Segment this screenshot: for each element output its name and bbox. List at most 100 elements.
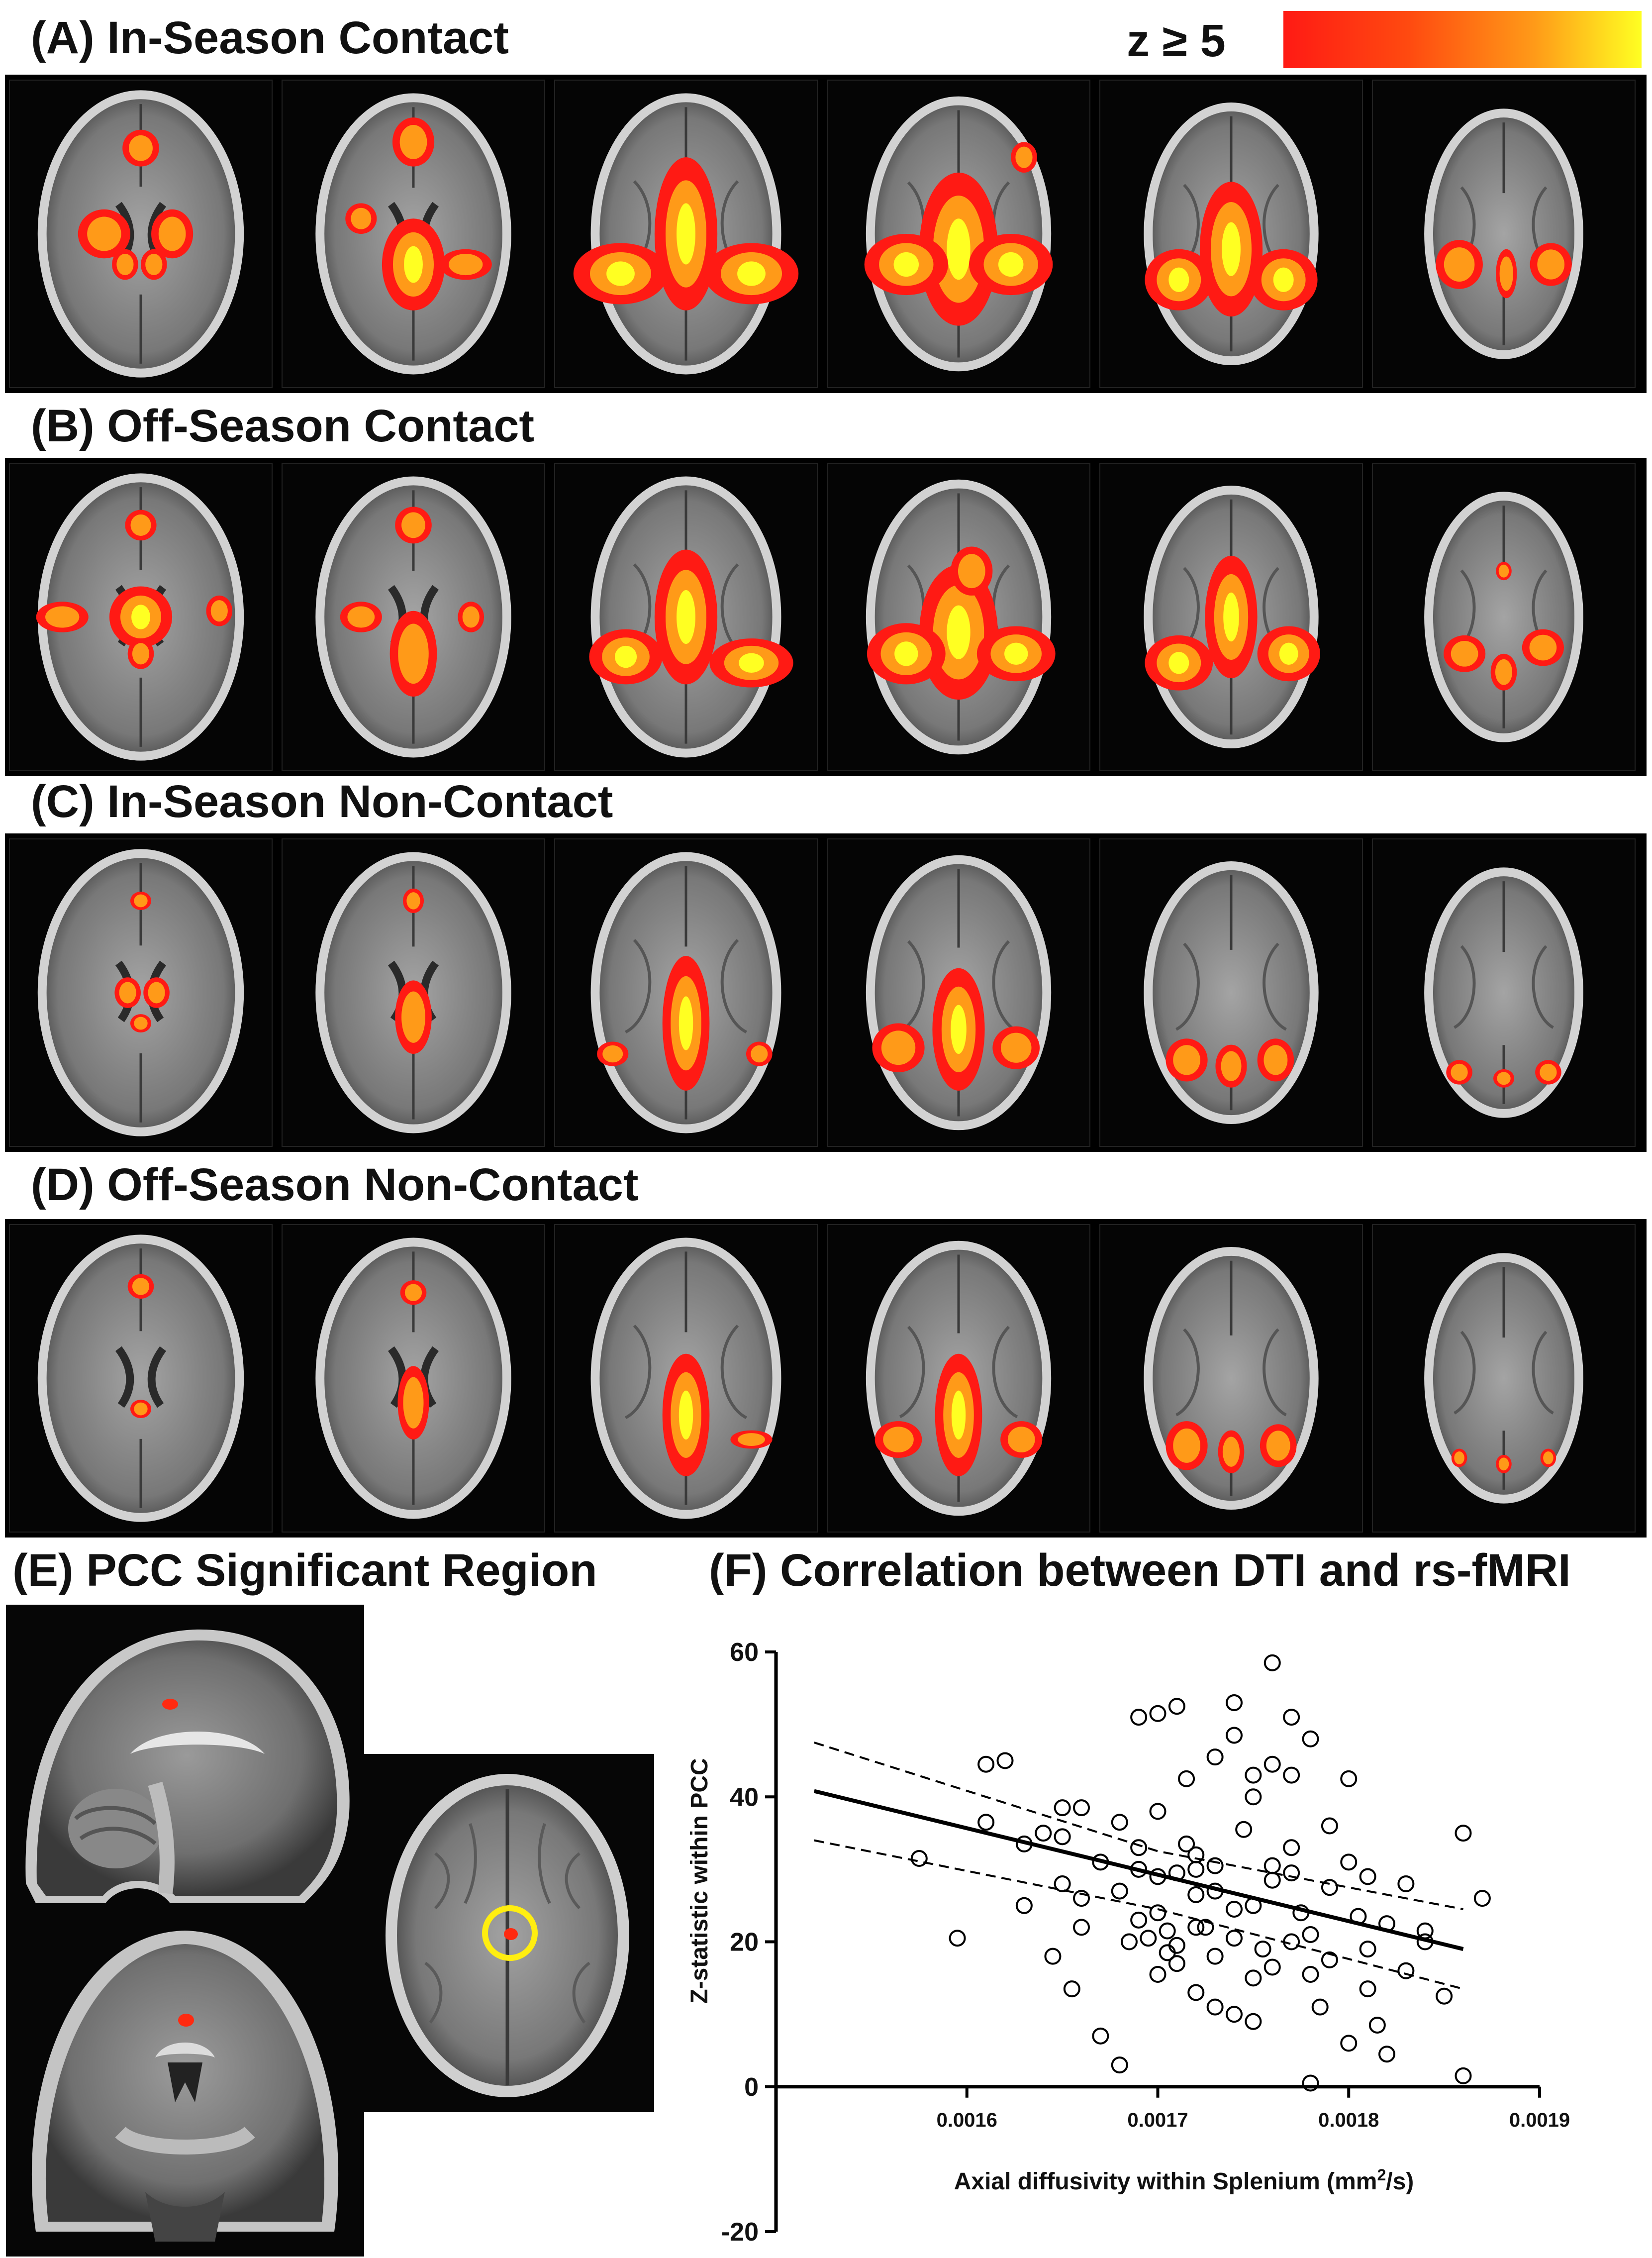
axial-slice: [361, 1754, 654, 2112]
scatter-point: [1063, 1980, 1080, 1998]
scatter-point: [1235, 1821, 1253, 1838]
activation-blob: [864, 234, 948, 296]
scatter-point: [1168, 1937, 1185, 1954]
scatter-point: [1015, 1897, 1033, 1914]
scatter-point: [1111, 1814, 1128, 1831]
activation-blob: [340, 602, 382, 632]
brain-slice: [282, 80, 545, 388]
pcc-coronal-blob: [178, 2014, 194, 2027]
scatter-point: [1263, 1654, 1281, 1671]
activation-blob: [867, 623, 946, 685]
scatter-point: [1226, 2006, 1243, 2023]
scatter-point: [1187, 1984, 1205, 2001]
panel-b-title: (B) Off-Season Contact: [31, 401, 534, 451]
scatter-point: [1226, 1900, 1243, 1918]
scatter-point: [1455, 1825, 1472, 1842]
activation-blob: [654, 549, 718, 685]
scatter-point: [1340, 1853, 1358, 1871]
brain-slice: [9, 1224, 273, 1533]
activation-blob: [395, 980, 432, 1054]
scatter-point: [1473, 1890, 1491, 1907]
activation-blob: [1000, 1421, 1043, 1458]
activation-blob: [919, 172, 998, 326]
scatter-point: [1130, 1709, 1148, 1726]
activation-blob: [935, 1353, 982, 1476]
ci-upper-line: [814, 1742, 1463, 1910]
scatter-point: [1140, 1930, 1157, 1947]
panel-f-title: (F) Correlation between DTI and rs-fMRI: [709, 1545, 1571, 1596]
activation-blob: [654, 157, 718, 310]
brain-slice: [827, 838, 1090, 1147]
activation-blob: [1199, 182, 1263, 317]
scatter-point: [1206, 1882, 1224, 1900]
scatter-point: [1302, 1966, 1319, 1983]
scatter-point: [1111, 2056, 1128, 2074]
scatter-point: [1015, 1835, 1033, 1852]
scatter-point: [1321, 1817, 1338, 1835]
activation-blob: [1215, 1044, 1247, 1088]
activation-blob: [397, 1366, 429, 1440]
scatter-point: [977, 1755, 995, 1773]
activation-blob: [1166, 1038, 1208, 1082]
scatter-point: [910, 1850, 928, 1867]
scatter-point: [1254, 1941, 1271, 1958]
scatter-point: [1130, 1860, 1148, 1878]
panel-d-strip: [5, 1219, 1647, 1538]
activation-blob: [1535, 1060, 1561, 1085]
y-tick-label: 20: [730, 1928, 759, 1957]
x-axis-label: Axial diffusivity within Splenium (mm2/s…: [954, 2166, 1414, 2195]
scatter-point: [1245, 1766, 1262, 1784]
activation-blob: [951, 546, 993, 596]
ci-lower-line: [814, 1839, 1464, 1990]
activation-blob: [1257, 626, 1320, 682]
scatter-point: [1206, 1857, 1224, 1874]
activation-blob: [1444, 635, 1486, 672]
brain-slice: [282, 1224, 545, 1533]
scatter-point: [1283, 1933, 1300, 1950]
activation-blob: [130, 1400, 152, 1418]
scatter-point: [1378, 1915, 1395, 1933]
y-tick-label: -20: [721, 2218, 759, 2244]
scatter-point: [1120, 1933, 1138, 1950]
colorbar-label: z ≥ 5: [1127, 15, 1226, 66]
scatter-point: [1263, 1755, 1281, 1773]
scatter-point: [1168, 1698, 1185, 1715]
scatter-point: [1111, 1882, 1128, 1900]
activation-blob: [1446, 1060, 1472, 1085]
activation-blob: [127, 638, 154, 669]
scatter-point: [1168, 1864, 1185, 1882]
activation-blob: [597, 1041, 629, 1066]
scatter-point: [1187, 1919, 1205, 1936]
scatter-point: [1340, 1770, 1358, 1787]
scatter-point: [1245, 2013, 1262, 2030]
panel-b-strip: [5, 458, 1647, 776]
scatter-point: [1073, 1919, 1090, 1936]
activation-blob: [109, 586, 173, 648]
panel-e-title: (E) PCC Significant Region: [12, 1545, 597, 1596]
activation-blob: [1540, 1448, 1556, 1467]
sagittal-slice: [6, 1605, 364, 1913]
activation-blob: [78, 209, 130, 259]
scatter-point: [1044, 1948, 1062, 1965]
scatter-point: [1054, 1799, 1071, 1817]
scatter-point: [1226, 1727, 1243, 1744]
activation-blob: [458, 602, 485, 632]
scatter-point: [1311, 1998, 1329, 2016]
activation-blob: [1493, 1069, 1515, 1088]
activation-blob: [1145, 249, 1213, 310]
scatter-point: [1092, 1853, 1109, 1871]
scatter-point: [1197, 1919, 1214, 1936]
brain-slice: [554, 838, 818, 1147]
scatter-point: [1149, 1803, 1166, 1820]
activation-blob: [709, 638, 793, 688]
activation-blob: [932, 968, 985, 1091]
scatter-point: [1283, 1766, 1300, 1784]
brain-slice: [9, 463, 273, 771]
scatter-point: [1054, 1828, 1071, 1846]
activation-blob: [439, 249, 492, 280]
activation-blob: [130, 1014, 152, 1032]
panel-c-title: (C) In-Season Non-Contact: [31, 776, 613, 827]
activation-blob: [122, 129, 159, 167]
activation-blob: [1257, 1038, 1294, 1082]
brain-slice: [827, 463, 1090, 771]
